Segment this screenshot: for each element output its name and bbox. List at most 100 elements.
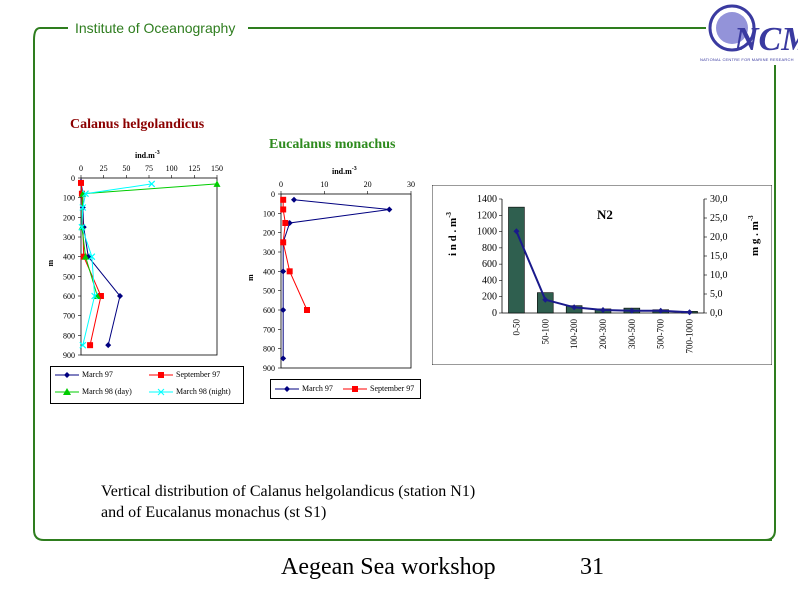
y-tick-label: 400 bbox=[263, 267, 275, 276]
calanus-depth-chart: 0 25 50 75 100 125 150 ind.m-3 0 100 200 300 400 500 6… bbox=[46, 150, 223, 360]
legend-march97: March 97 bbox=[55, 370, 113, 379]
biomass-point bbox=[657, 307, 664, 314]
y-tick-label: 600 bbox=[263, 306, 275, 315]
x-tick-label: 0 bbox=[279, 180, 283, 189]
x-tick-label: 300-500 bbox=[627, 319, 637, 349]
x-tick-label: 100 bbox=[166, 164, 178, 173]
y-tick-label-left: 0 bbox=[492, 308, 497, 319]
biomass-point bbox=[513, 228, 520, 235]
chart1-title: Calanus helgolandicus bbox=[70, 117, 205, 132]
data-point bbox=[105, 342, 112, 349]
data-point bbox=[79, 204, 87, 211]
x-tick-label: 0-50 bbox=[511, 319, 521, 336]
data-point bbox=[286, 220, 293, 226]
y-tick-label-right: 20,0 bbox=[710, 232, 728, 243]
y-tick-label: 900 bbox=[63, 351, 75, 360]
data-point bbox=[280, 355, 287, 362]
y-tick-label: 800 bbox=[63, 331, 75, 340]
caption-line-2: and of Eucalanus monachus (st S1) bbox=[101, 504, 327, 521]
y-axis-label: m bbox=[246, 274, 255, 281]
y-tick-label: 500 bbox=[263, 287, 275, 296]
plot-area bbox=[280, 193, 412, 369]
y-tick-label: 700 bbox=[263, 325, 275, 334]
y-tick-label-left: 1400 bbox=[477, 194, 497, 205]
biomass-point bbox=[686, 309, 693, 316]
y-tick-label-right: 10,0 bbox=[710, 270, 728, 281]
y-tick-label-left: 200 bbox=[482, 292, 497, 303]
y-axis-label: m bbox=[46, 260, 55, 267]
data-point bbox=[280, 268, 287, 275]
data-point bbox=[304, 307, 310, 313]
x-tick-label: 10 bbox=[320, 180, 328, 189]
y-tick-label: 300 bbox=[63, 233, 75, 242]
chart-title: N2 bbox=[597, 207, 613, 222]
biomass-point bbox=[571, 304, 578, 311]
x-tick-label: 25 bbox=[100, 164, 108, 173]
page-number: 31 bbox=[580, 554, 604, 580]
chart2-title: Eucalanus monachus bbox=[269, 137, 396, 152]
y-tick-label: 0 bbox=[271, 190, 275, 199]
data-point bbox=[148, 180, 156, 188]
footer-title: Aegean Sea workshop bbox=[281, 554, 496, 580]
y-tick-label-right: 0,0 bbox=[710, 308, 723, 319]
eucalanus-depth-chart: 0 10 20 30 ind.m-3 0 100 200 300 400 500 600 700 800 9… bbox=[246, 166, 415, 373]
data-point bbox=[82, 190, 89, 198]
logo-text: NCMR bbox=[733, 21, 798, 58]
n2-bar-chart: 0 200 400 600 800 1000 1200 1400 0,0 5,0 10,0 15,0 2… bbox=[432, 185, 772, 365]
y-tick-label-left: 600 bbox=[482, 259, 497, 270]
x-tick-label: 125 bbox=[188, 164, 200, 173]
data-point bbox=[280, 206, 287, 213]
legend2-march97: March 97 bbox=[275, 384, 333, 393]
y-tick-label-left: 1000 bbox=[477, 227, 497, 238]
data-point bbox=[282, 220, 289, 226]
y-tick-label-left: 400 bbox=[482, 275, 497, 286]
y-tick-label: 400 bbox=[63, 253, 75, 262]
y-tick-label-right: 30,0 bbox=[710, 194, 728, 205]
legend-march98-night: March 98 (night) bbox=[149, 387, 231, 396]
x-tick-label: 700-1000 bbox=[685, 319, 695, 354]
chart2-legend: March 97 September 97 bbox=[270, 379, 421, 399]
x-tick-label: 200-300 bbox=[598, 319, 608, 349]
biomass-point bbox=[600, 306, 606, 313]
y-tick-label: 200 bbox=[263, 229, 275, 238]
data-point bbox=[82, 253, 90, 260]
bar bbox=[537, 292, 554, 314]
data-point bbox=[280, 307, 287, 313]
x-tick-label: 150 bbox=[211, 164, 223, 173]
data-point bbox=[97, 293, 104, 299]
y-tick-label-right: 5,0 bbox=[710, 289, 723, 300]
y-axis-label-right: m g . m-3 bbox=[747, 215, 761, 256]
chart1-legend: March 97 September 97 March 98 (day) Mar… bbox=[50, 366, 244, 404]
data-point bbox=[78, 223, 86, 231]
data-point bbox=[291, 196, 297, 203]
data-point bbox=[280, 196, 287, 203]
chart-border bbox=[432, 185, 772, 365]
y-axis-label-left: i n d . m-3 bbox=[445, 211, 459, 256]
ncmr-logo: NCMR bbox=[708, 4, 798, 58]
data-point bbox=[79, 341, 87, 349]
legend-march98-day: March 98 (day) bbox=[55, 387, 132, 396]
y-tick-label-right: 15,0 bbox=[710, 251, 728, 262]
y-tick-label: 700 bbox=[63, 312, 75, 321]
data-point bbox=[280, 239, 287, 246]
y-tick-label: 600 bbox=[63, 292, 75, 301]
x-tick-label: 50 bbox=[122, 164, 130, 173]
y-tick-label-right: 25,0 bbox=[710, 213, 728, 224]
x-tick-label: 20 bbox=[364, 180, 372, 189]
slide-caption: Vertical distribution of Calanus helgola… bbox=[101, 481, 475, 523]
data-point bbox=[88, 253, 96, 261]
data-point bbox=[87, 342, 94, 349]
data-point bbox=[213, 180, 221, 187]
data-point bbox=[116, 293, 123, 299]
x-tick-label: 30 bbox=[407, 180, 415, 189]
logo-subtext: NATIONAL CENTRE FOR MARINE RESEARCH bbox=[700, 57, 794, 62]
y-tick-label: 200 bbox=[63, 213, 75, 222]
x-tick-label: 500-700 bbox=[656, 319, 666, 349]
institute-label: Institute of Oceanography bbox=[75, 20, 236, 36]
y-tick-label: 900 bbox=[263, 364, 275, 373]
plot-area bbox=[80, 177, 218, 356]
y-tick-label: 300 bbox=[263, 248, 275, 257]
biomass-point bbox=[542, 296, 549, 303]
x-tick-label: 75 bbox=[145, 164, 153, 173]
